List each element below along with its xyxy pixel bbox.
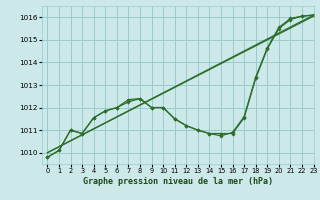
X-axis label: Graphe pression niveau de la mer (hPa): Graphe pression niveau de la mer (hPa) <box>83 177 273 186</box>
